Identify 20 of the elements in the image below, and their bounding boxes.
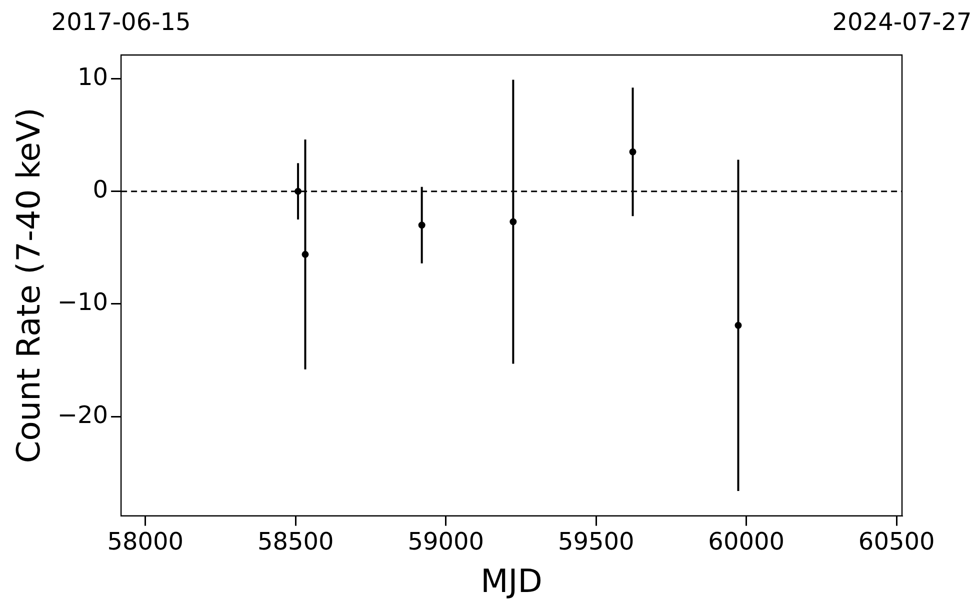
- point: [510, 218, 517, 226]
- x-tick-label: 58000: [107, 527, 184, 556]
- x-tick-label: 59500: [558, 527, 634, 556]
- y-axis-title: Count Rate (7-40 keV): [10, 108, 48, 464]
- x-tick-label: 60000: [708, 527, 785, 556]
- x-tick-label: 58500: [257, 527, 334, 556]
- point: [302, 250, 309, 258]
- text: 2017-06-15: [51, 8, 191, 36]
- point: [734, 322, 742, 329]
- y-tick-label: −10: [57, 288, 108, 316]
- x-tick-label: 59000: [408, 527, 484, 556]
- text: 2024-07-27: [832, 8, 972, 36]
- point: [294, 188, 302, 195]
- x-axis-title: MJD: [480, 562, 542, 600]
- y-tick-label: 10: [78, 62, 108, 91]
- y-tick-label: 0: [92, 176, 108, 204]
- y-tick-label: −20: [57, 400, 108, 429]
- point: [629, 148, 636, 156]
- point: [418, 222, 426, 229]
- x-tick-label: 60500: [858, 527, 935, 556]
